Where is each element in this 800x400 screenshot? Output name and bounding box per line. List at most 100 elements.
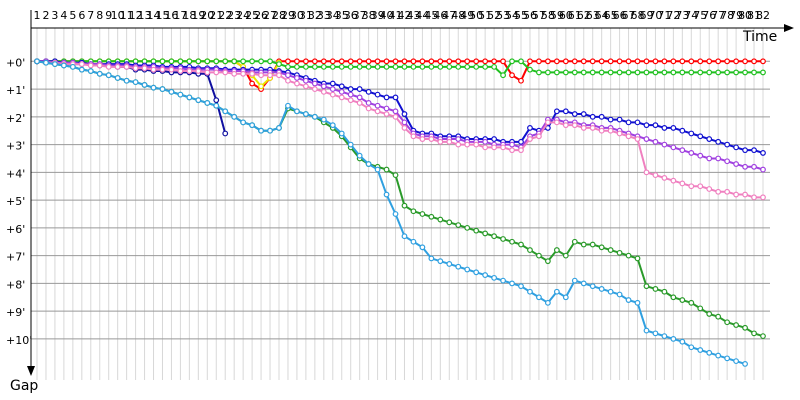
x-tick-label: 68 — [631, 9, 645, 22]
x-tick-label: 21 — [209, 9, 223, 22]
data-point — [625, 133, 632, 140]
x-tick-label: 43 — [406, 9, 420, 22]
data-point — [141, 82, 148, 88]
data-point — [437, 258, 444, 265]
data-point — [688, 183, 695, 190]
data-point — [78, 61, 85, 67]
data-point — [706, 311, 713, 317]
data-point — [195, 68, 202, 74]
x-tick-label: 27 — [263, 9, 277, 22]
data-point — [383, 58, 390, 65]
data-point — [464, 224, 471, 231]
data-point — [509, 238, 515, 245]
data-point — [60, 62, 67, 69]
data-point — [329, 122, 336, 129]
data-point — [419, 63, 426, 70]
data-point — [302, 58, 309, 65]
x-tick-label: 14 — [147, 9, 161, 22]
data-point — [356, 63, 363, 70]
data-point — [428, 136, 435, 142]
data-point — [141, 65, 148, 72]
data-point — [437, 63, 444, 70]
series-line — [37, 60, 763, 77]
x-tick-label: 82 — [756, 9, 770, 22]
data-point — [311, 80, 318, 87]
data-point — [607, 288, 614, 295]
data-point — [329, 80, 336, 87]
data-point — [688, 130, 695, 137]
x-tick-label: 79 — [729, 9, 743, 22]
data-point — [428, 63, 435, 70]
data-point — [589, 283, 596, 290]
data-point — [482, 58, 489, 65]
x-tick-label: 46 — [433, 9, 447, 22]
data-point — [374, 58, 381, 65]
data-point — [509, 72, 515, 79]
x-tick-label: 2 — [42, 9, 49, 22]
data-point — [374, 91, 381, 98]
data-point — [679, 147, 686, 154]
data-point — [105, 63, 112, 70]
data-point — [607, 127, 614, 134]
data-point — [446, 63, 453, 70]
data-point — [159, 66, 166, 73]
data-point — [249, 70, 256, 77]
x-tick-label: 31 — [299, 9, 313, 22]
data-point — [598, 69, 605, 76]
data-point — [302, 83, 309, 90]
data-point — [544, 258, 551, 265]
data-point — [285, 58, 291, 65]
data-point — [240, 70, 247, 77]
data-point — [580, 69, 587, 76]
data-point — [491, 144, 498, 151]
data-point — [392, 94, 399, 101]
data-point — [446, 219, 453, 226]
data-point — [598, 127, 605, 134]
data-point — [213, 58, 220, 65]
data-point — [571, 277, 578, 284]
data-point — [311, 63, 318, 70]
data-point — [760, 150, 766, 156]
x-tick-label: 60 — [559, 9, 573, 22]
data-point — [697, 347, 704, 353]
data-point — [598, 286, 605, 292]
data-point — [571, 238, 578, 245]
data-point — [760, 166, 766, 173]
data-point — [760, 58, 766, 65]
x-tick-label: 49 — [460, 9, 474, 22]
data-point — [616, 130, 623, 137]
data-point — [383, 105, 390, 112]
data-point — [643, 283, 650, 290]
data-point — [643, 136, 650, 142]
data-point — [724, 69, 731, 76]
x-tick-label: 12 — [129, 9, 143, 22]
data-point — [688, 69, 695, 76]
data-point — [213, 69, 220, 76]
data-point — [276, 72, 282, 79]
data-point — [562, 252, 569, 259]
data-point — [733, 69, 740, 76]
data-point — [697, 133, 704, 140]
data-point — [697, 152, 704, 159]
data-point — [78, 66, 85, 73]
data-point — [437, 138, 444, 145]
data-point — [383, 63, 390, 70]
data-point — [401, 119, 408, 126]
data-point — [392, 211, 399, 217]
data-point — [123, 77, 130, 84]
data-point — [643, 58, 650, 65]
data-point — [392, 63, 399, 70]
data-point — [320, 116, 327, 123]
series-line — [37, 60, 764, 171]
x-tick-label: 50 — [469, 9, 483, 22]
data-point — [544, 58, 551, 65]
data-point — [464, 63, 471, 70]
data-point — [562, 122, 569, 129]
data-point — [204, 69, 211, 76]
data-point — [527, 58, 533, 65]
data-point — [240, 58, 247, 65]
data-point — [482, 230, 489, 237]
x-tick-label: 28 — [272, 9, 286, 22]
data-point — [365, 88, 372, 95]
data-point — [733, 144, 740, 151]
